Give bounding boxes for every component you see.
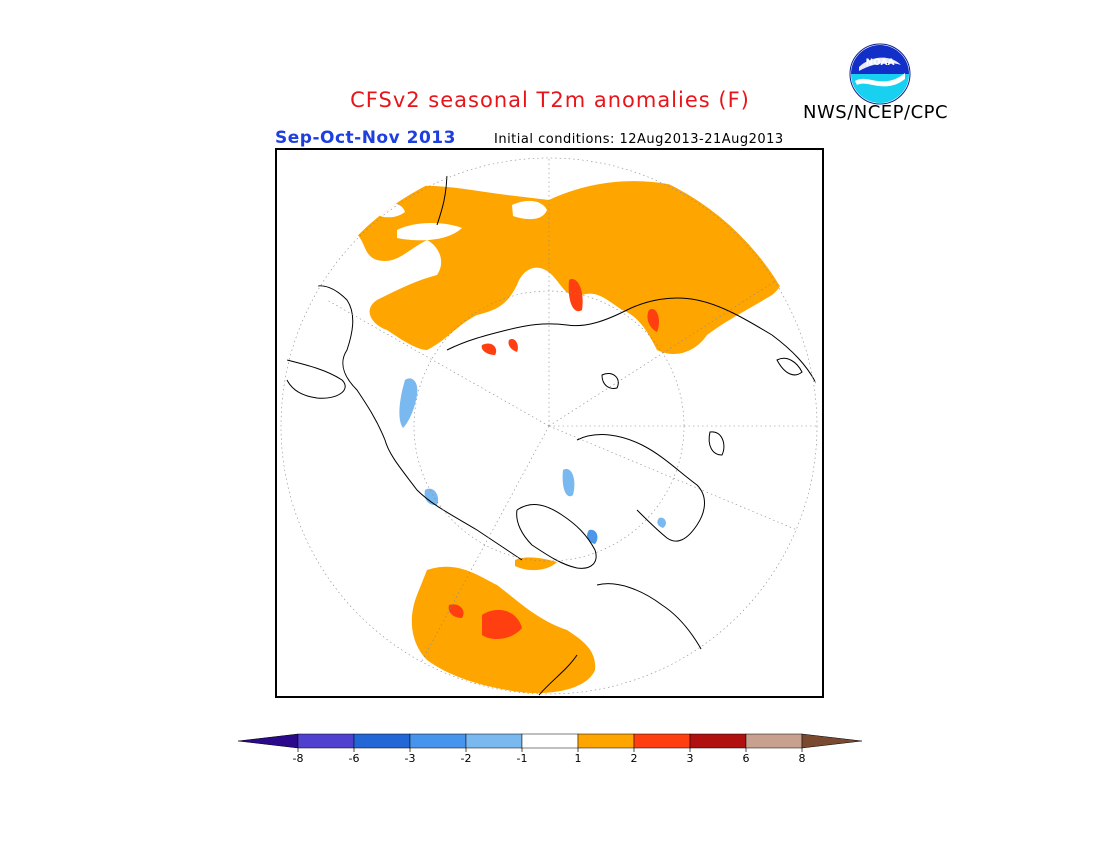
colorbar: -8 -6 -3 -2 -1 1 2 3 6 8	[238, 733, 862, 765]
cold-region-alaska	[399, 378, 418, 428]
colorbar-swatch	[297, 733, 355, 749]
colorbar-label: 2	[631, 752, 638, 765]
colorbar-label: 1	[575, 752, 582, 765]
svg-text:NOAA: NOAA	[866, 58, 895, 68]
colorbar-swatch	[521, 733, 579, 749]
agency-label: NWS/NCEP/CPC	[803, 102, 949, 123]
map-frame	[275, 148, 824, 698]
colorbar-swatch	[745, 733, 803, 749]
cold-region-greenland	[562, 469, 575, 497]
colorbar-swatch	[633, 733, 691, 749]
chart-title: CFSv2 seasonal T2m anomalies (F)	[350, 88, 750, 112]
colorbar-arrow-right	[801, 733, 862, 749]
colorbar-label: -2	[461, 752, 472, 765]
colorbar-swatch	[689, 733, 747, 749]
season-label: Sep-Oct-Nov 2013	[275, 128, 456, 148]
colorbar-swatch	[353, 733, 411, 749]
graticule	[280, 157, 818, 695]
polar-stereographic-map	[280, 157, 818, 696]
colorbar-swatch	[465, 733, 523, 749]
colorbar-label: -6	[349, 752, 360, 765]
colorbar-label: 3	[687, 752, 694, 765]
colorbar-swatch	[577, 733, 635, 749]
colorbar-label: 6	[743, 752, 750, 765]
colorbar-label: -1	[517, 752, 528, 765]
colorbar-label: -3	[405, 752, 416, 765]
noaa-logo-icon: NOAA	[849, 43, 911, 105]
hot-spot-scandinavia	[568, 279, 583, 312]
colorbar-swatch	[409, 733, 467, 749]
colorbar-label: -8	[293, 752, 304, 765]
colorbar-label: 8	[799, 752, 806, 765]
hot-spot-canada	[482, 609, 522, 640]
initial-conditions-label: Initial conditions: 12Aug2013-21Aug2013	[494, 132, 784, 147]
colorbar-arrow-left	[238, 733, 299, 749]
